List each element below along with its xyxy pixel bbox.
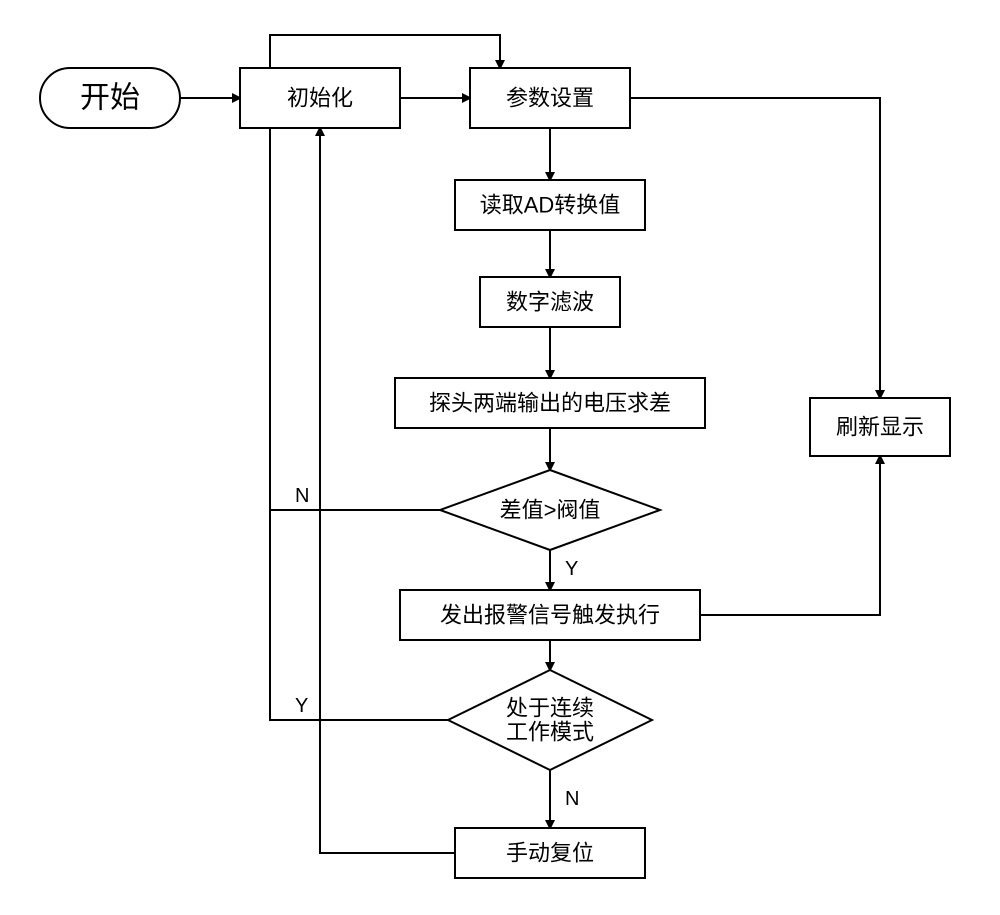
- node-readad-label: 读取AD转换值: [480, 193, 621, 218]
- edge-label-dec2-yes: Y: [295, 695, 308, 717]
- node-params-label: 参数设置: [506, 86, 594, 111]
- edge-manual-init: [320, 128, 455, 853]
- node-refresh-label: 刷新显示: [836, 415, 924, 440]
- node-init-label: 初始化: [287, 86, 353, 111]
- edge-label-dec1-no: N: [295, 485, 309, 507]
- edge-label-dec2-no: N: [565, 788, 579, 810]
- node-diff-label: 探头两端输出的电压求差: [429, 391, 671, 416]
- node-dec2-label-line1: 处于连续: [506, 696, 594, 721]
- edge-alarm-refresh: [700, 456, 880, 615]
- flowchart-canvas: Y N N Y 开始 初始化 参数设置 读取AD转换值 数字滤波 探头两端输出的…: [0, 0, 1000, 915]
- edge-label-dec1-yes: Y: [565, 558, 578, 580]
- edge-params-refresh: [630, 98, 880, 398]
- node-manual-label: 手动复位: [506, 841, 594, 866]
- node-dec2-label-line2: 工作模式: [506, 720, 594, 745]
- node-alarm-label: 发出报警信号触发执行: [440, 603, 660, 628]
- node-dec1-label: 差值>阀值: [500, 498, 601, 523]
- node-start-label: 开始: [80, 82, 140, 115]
- node-filter-label: 数字滤波: [506, 290, 594, 315]
